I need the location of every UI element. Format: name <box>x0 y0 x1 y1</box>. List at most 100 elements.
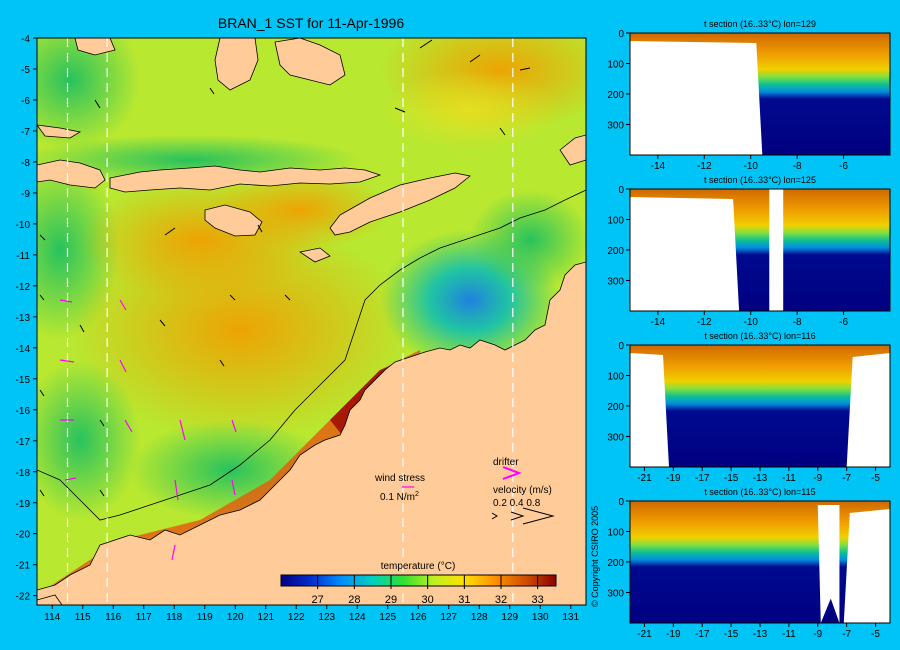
map-x-tick-label: 118 <box>166 612 182 623</box>
section-x-tick-label: -13 <box>753 473 768 484</box>
map-y-tick-label: -16 <box>16 406 31 417</box>
copyright: © Copyright CSIRO 2005 <box>590 506 600 607</box>
map-x-tick-label: 114 <box>44 612 60 623</box>
section-title: t section (16..33°C) lon=125 <box>704 175 816 185</box>
section-y-tick-label: 0 <box>618 497 624 508</box>
map-plot-area <box>37 38 586 605</box>
section-land-mask <box>630 41 763 155</box>
map-x-tick-label: 123 <box>318 612 335 623</box>
sections: t section (16..33°C) lon=129 -14 -12 -10 -8 -… <box>607 19 891 640</box>
map-x-tick-label: 129 <box>501 612 518 623</box>
map-y-tick-label: -11 <box>16 251 30 262</box>
map-x-tick-label: 131 <box>562 612 579 623</box>
section-y-tick-label: 300 <box>607 433 624 444</box>
section-title: t section (16..33°C) lon=129 <box>704 19 816 29</box>
section-y-tick-label: 0 <box>618 341 624 352</box>
map-x-tick-label: 120 <box>227 612 244 623</box>
map-y-tick-label: -12 <box>16 282 31 293</box>
map-y-tick-label: -14 <box>16 344 31 355</box>
depth-contour <box>37 189 586 521</box>
map-x-tick-label: 128 <box>471 612 488 623</box>
section-land-mask <box>843 509 890 623</box>
colorbar-tick-label: 32 <box>495 594 507 606</box>
section-panel: t section (16..33°C) lon=125 -14 -12 -10 -8 -… <box>607 175 891 328</box>
drifter-label: drifter <box>493 457 519 468</box>
section-x-tick-label: -12 <box>697 161 712 172</box>
map-y-tick-label: -7 <box>21 127 30 138</box>
map-y-tick-label: -21 <box>16 561 31 572</box>
section-x-tick-label: -6 <box>839 317 848 328</box>
section-land-mask <box>817 505 840 623</box>
velocity-arrows <box>491 507 555 525</box>
section-y-tick-label: 100 <box>607 60 624 71</box>
map-x-tick-label: 121 <box>257 612 274 623</box>
map-y-tick-label: -9 <box>21 189 30 200</box>
map-y-tick-label: -13 <box>16 313 31 324</box>
map-y-tick-label: -4 <box>21 34 30 45</box>
section-y-tick-label: 200 <box>607 246 624 257</box>
map-x-tick-label: 119 <box>197 612 213 623</box>
section-y-tick-label: 300 <box>607 277 624 288</box>
map-x-tick-label: 130 <box>532 612 549 623</box>
map-y-tick-label: -10 <box>16 220 31 231</box>
section-x-tick-label: -11 <box>782 629 796 640</box>
section-x-tick-label: -5 <box>871 629 880 640</box>
section-x-tick-label: -9 <box>813 629 822 640</box>
wind-stress-marks <box>39 39 531 497</box>
section-title: t section (16..33°C) lon=116 <box>704 331 815 341</box>
section-y-tick-label: 300 <box>607 121 624 132</box>
map-y-tick-label: -8 <box>21 158 30 169</box>
map-x-tick-label: 117 <box>136 612 152 623</box>
velocity-ticks: 0.2 0.4 0.8 <box>493 498 541 509</box>
section-y-tick-label: 300 <box>607 589 624 600</box>
section-panel: t section (16..33°C) lon=129 -14 -12 -10 -8 -… <box>607 19 891 172</box>
section-x-tick-label: -7 <box>842 629 851 640</box>
map-y-tick-label: -15 <box>16 375 31 386</box>
colorbar-tick-label: 28 <box>348 594 360 606</box>
section-x-tick-label: -9 <box>813 473 822 484</box>
colorbar-ticks: 27 28 29 30 31 32 33 <box>312 575 544 606</box>
section-y-tick-label: 0 <box>618 29 624 40</box>
section-y-tick-label: 200 <box>607 402 624 413</box>
drifter-symbol <box>502 466 522 480</box>
section-panel: t section (16..33°C) lon=115 -21 -19 -17 -15… <box>607 487 891 640</box>
section-x-tick-label: -14 <box>651 317 666 328</box>
section-land-mask <box>630 353 669 467</box>
map-y-tick-label: -22 <box>16 592 31 603</box>
section-x-tick-label: -17 <box>695 629 710 640</box>
section-x-tick-label: -15 <box>724 473 739 484</box>
section-x-tick-label: -5 <box>871 473 880 484</box>
section-x-tick-label: -19 <box>666 473 681 484</box>
colorbar-label: temperature (°C) <box>381 561 456 572</box>
map-y-tick-label: -6 <box>21 96 30 107</box>
section-x-tick-label: -7 <box>842 473 851 484</box>
section-y-tick-label: 100 <box>607 216 624 227</box>
map-x-tick-label: 126 <box>410 612 427 623</box>
map-x-tick-label: 115 <box>75 612 91 623</box>
section-lines <box>66 38 514 605</box>
section-y-tick-label: 0 <box>618 185 624 196</box>
section-x-tick-label: -13 <box>753 629 768 640</box>
section-x-tick-label: -10 <box>743 317 758 328</box>
map-x-tick-label: 127 <box>440 612 457 623</box>
section-y-tick-label: 100 <box>607 528 624 539</box>
section-panel: t section (16..33°C) lon=116 -21 -19 -17 -15… <box>607 331 891 484</box>
land-australia <box>37 261 586 605</box>
map-x-tick-label: 125 <box>379 612 396 623</box>
section-title: t section (16..33°C) lon=115 <box>704 487 815 497</box>
map-y-tick-label: -19 <box>16 499 31 510</box>
map-x-tick-label: 116 <box>105 612 121 623</box>
section-land-mask <box>769 189 784 311</box>
section-x-tick-label: -21 <box>637 473 652 484</box>
section-field <box>630 345 890 467</box>
map-y-tick-label: -18 <box>16 468 31 479</box>
section-x-tick-label: -17 <box>695 473 710 484</box>
map-y-tick-label: -17 <box>16 437 31 448</box>
map-x-tick-label: 122 <box>288 612 305 623</box>
land-islands <box>37 38 586 605</box>
section-x-tick-label: -15 <box>724 629 739 640</box>
map-x-tick-label: 124 <box>349 612 366 623</box>
wind-stress-label: wind stress <box>374 473 425 484</box>
section-y-tick-label: 200 <box>607 90 624 101</box>
colorbar-tick-label: 29 <box>385 594 397 606</box>
